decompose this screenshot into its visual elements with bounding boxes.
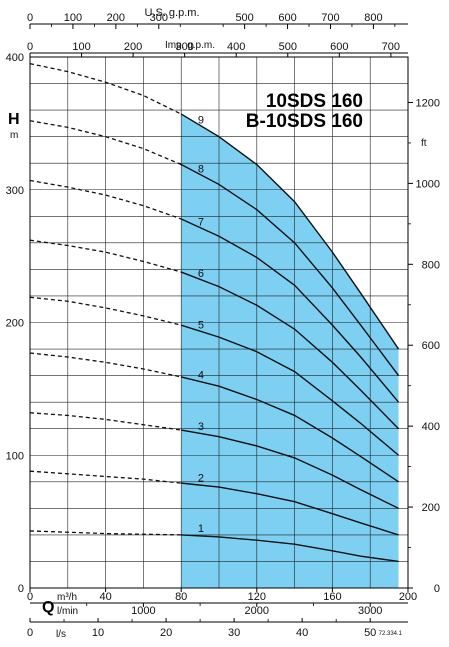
y-right-tick-label: 1000 <box>416 178 440 190</box>
x-tick-label: 200 <box>399 591 417 603</box>
us-gpm-tick-label: 800 <box>364 12 382 24</box>
grid <box>30 57 408 588</box>
curve-9 <box>180 113 400 350</box>
us-gpm-tick-label: 500 <box>235 12 253 24</box>
us-gpm-tick-label: 200 <box>107 12 125 24</box>
curve-4-dashed <box>29 352 182 378</box>
lmin-tick-label: 3000 <box>358 605 382 617</box>
x-tick-label: 120 <box>248 591 266 603</box>
us-gpm-tick-label: 0 <box>27 12 33 24</box>
ls-tick-label: 10 <box>92 627 104 639</box>
lmin-tick-label: 1000 <box>131 605 155 617</box>
x-axis-unit: m³/h <box>57 592 77 603</box>
x-axis-ls-unit: l/s <box>56 629 66 640</box>
imp-gpm-tick-label: 500 <box>279 41 297 53</box>
curve-3 <box>181 429 399 509</box>
ls-tick-label: 40 <box>296 627 308 639</box>
curve-2 <box>181 482 399 536</box>
performance-curves: 1 2 3 4 5 6 7 8 9 <box>29 63 400 563</box>
curve-1 <box>181 534 399 563</box>
curve-label-1: 1 <box>198 523 204 535</box>
imp-gpm-tick-label: 700 <box>382 41 400 53</box>
y-right-tick-label: 400 <box>422 421 440 433</box>
curve-8 <box>180 163 400 377</box>
figure-code: 72.334.1 <box>379 631 403 637</box>
x-tick-label: 80 <box>175 591 187 603</box>
curve-8-dashed <box>29 120 182 166</box>
us-gpm-tick-label: 300 <box>150 12 168 24</box>
chart-title-line-2: B-10SDS 160 <box>246 111 363 132</box>
curve-label-9: 9 <box>198 115 204 127</box>
curve-label-7: 7 <box>198 216 204 228</box>
us-gpm-axis-label: U.S. g.p.m. <box>144 7 199 19</box>
curve-7 <box>180 218 400 403</box>
curve-3-dashed <box>29 412 182 431</box>
imp-gpm-tick-label: 100 <box>72 41 90 53</box>
ls-tick-label: 20 <box>160 627 172 639</box>
us-gpm-tick-label: 100 <box>64 12 82 24</box>
y-axis-label: H <box>8 111 20 128</box>
x-tick-label: 160 <box>323 591 341 603</box>
y-tick-label: 0 <box>18 583 24 595</box>
y-right-tick-label: 1200 <box>416 97 440 109</box>
y-right-tick-label: 0 <box>434 583 440 595</box>
imp-gpm-tick-label: 300 <box>175 41 193 53</box>
y-right-tick-label: 200 <box>422 502 440 514</box>
curve-9-dashed <box>29 63 182 115</box>
x-axis-label: Q <box>42 599 54 616</box>
chart-title-line-1: 10SDS 160 <box>266 91 363 112</box>
curve-label-4: 4 <box>198 370 204 382</box>
y-axis-unit: m <box>10 130 18 141</box>
y-axis-right-unit: ft <box>421 138 427 149</box>
x-tick-label: 0 <box>27 591 33 603</box>
curve-4 <box>181 376 399 483</box>
us-gpm-tick-label: 700 <box>321 12 339 24</box>
curve-2-dashed <box>29 470 182 484</box>
curve-6-dashed <box>29 239 182 273</box>
y-right-tick-label: 600 <box>422 340 440 352</box>
imp-gpm-tick-label: 400 <box>227 41 245 53</box>
operating-range-area <box>181 114 399 589</box>
imp-gpm-tick-label: 200 <box>124 41 142 53</box>
curve-5-dashed <box>29 296 182 326</box>
imp-gpm-tick-label: 600 <box>330 41 348 53</box>
x-tick-label: 40 <box>99 591 111 603</box>
ls-tick-label: 0 <box>27 627 33 639</box>
curve-1-dashed <box>29 530 182 536</box>
plot-frame <box>29 56 409 589</box>
ls-tick-label: 30 <box>228 627 240 639</box>
lmin-tick-label: 2000 <box>245 605 269 617</box>
ls-tick-label: 50 <box>364 627 376 639</box>
y-right-tick-label: 800 <box>422 259 440 271</box>
curve-label-6: 6 <box>198 268 204 280</box>
curve-label-5: 5 <box>198 319 204 331</box>
curve-label-3: 3 <box>198 421 204 433</box>
y-tick-label: 200 <box>6 318 24 330</box>
imp-gpm-tick-label: 0 <box>27 41 33 53</box>
curve-label-2: 2 <box>198 473 204 485</box>
y-tick-label: 300 <box>6 185 24 197</box>
curve-5 <box>180 324 400 456</box>
curve-6 <box>180 271 400 430</box>
us-gpm-tick-label: 600 <box>278 12 296 24</box>
y-tick-label: 400 <box>6 52 24 64</box>
x-axis-lmin-unit: l/min <box>57 606 78 617</box>
curve-label-8: 8 <box>198 163 204 175</box>
y-tick-label: 100 <box>6 450 24 462</box>
curve-7-dashed <box>29 179 182 220</box>
imp-gpm-axis-label: Imp. g.p.m. <box>165 40 215 51</box>
